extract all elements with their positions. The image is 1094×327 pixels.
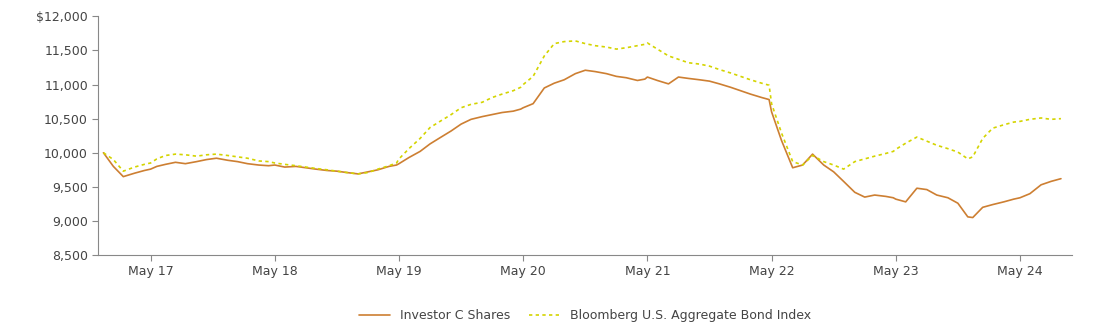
Investor C Shares <box>775 139 788 143</box>
Bloomberg U.S. Aggregate Bond Index <box>787 160 800 164</box>
Bloomberg U.S. Aggregate Bond Index <box>548 42 561 45</box>
Investor C Shares <box>1055 177 1068 181</box>
Investor C Shares <box>966 215 979 219</box>
Bloomberg U.S. Aggregate Bond Index <box>1055 117 1068 121</box>
Bloomberg U.S. Aggregate Bond Index <box>97 151 110 155</box>
Bloomberg U.S. Aggregate Bond Index <box>837 167 850 171</box>
Bloomberg U.S. Aggregate Bond Index <box>351 172 364 176</box>
Investor C Shares <box>579 68 592 72</box>
Investor C Shares <box>827 170 840 174</box>
Investor C Shares <box>340 171 353 175</box>
Line: Investor C Shares: Investor C Shares <box>104 70 1061 217</box>
Bloomberg U.S. Aggregate Bond Index <box>569 39 582 43</box>
Bloomberg U.S. Aggregate Bond Index <box>340 171 353 175</box>
Investor C Shares <box>538 86 551 90</box>
Investor C Shares <box>159 163 172 166</box>
Line: Bloomberg U.S. Aggregate Bond Index: Bloomberg U.S. Aggregate Bond Index <box>104 41 1061 174</box>
Legend: Investor C Shares, Bloomberg U.S. Aggregate Bond Index: Investor C Shares, Bloomberg U.S. Aggreg… <box>354 304 816 327</box>
Bloomberg U.S. Aggregate Bond Index <box>693 62 706 66</box>
Investor C Shares <box>97 151 110 155</box>
Investor C Shares <box>682 77 695 80</box>
Bloomberg U.S. Aggregate Bond Index <box>159 153 172 157</box>
